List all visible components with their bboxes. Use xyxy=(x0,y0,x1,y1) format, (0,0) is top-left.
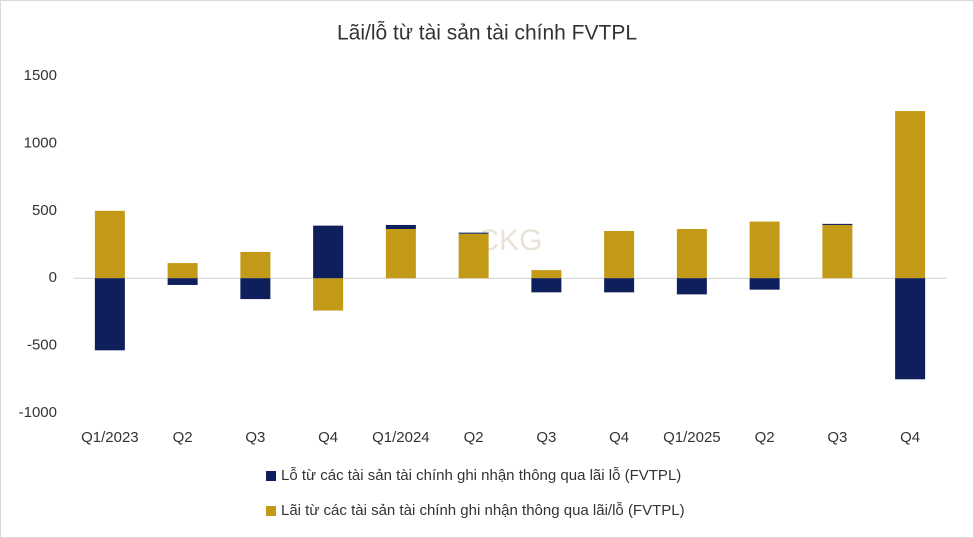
y-tick-label: 500 xyxy=(32,202,57,219)
bar xyxy=(167,263,198,279)
y-tick-label: -1000 xyxy=(19,404,57,421)
x-tick-label: Q1/2025 xyxy=(663,429,721,446)
bar xyxy=(749,278,780,290)
legend-swatch xyxy=(266,471,276,481)
bar xyxy=(822,224,853,279)
bar xyxy=(458,233,489,279)
bar xyxy=(895,111,926,279)
bar xyxy=(895,278,926,380)
legend-label: Lỗ từ các tài sản tài chính ghi nhận thô… xyxy=(281,467,681,484)
y-tick-label: 1000 xyxy=(24,134,57,151)
x-tick-label: Q4 xyxy=(609,429,629,446)
x-tick-label: Q3 xyxy=(827,429,847,446)
x-tick-label: Q3 xyxy=(536,429,556,446)
legend-swatch xyxy=(266,506,276,516)
bar xyxy=(676,228,707,279)
x-tick-label: Q2 xyxy=(173,429,193,446)
y-tick-label: 0 xyxy=(49,269,57,286)
legend-label: Lãi từ các tài sản tài chính ghi nhận th… xyxy=(281,502,685,519)
bar xyxy=(676,278,707,295)
x-tick-label: Q4 xyxy=(318,429,338,446)
x-tick-label: Q1/2023 xyxy=(81,429,139,446)
bar xyxy=(240,278,271,300)
x-tick-label: Q1/2024 xyxy=(372,429,430,446)
chart-title: Lãi/lỗ từ tài sản tài chính FVTPL xyxy=(337,22,637,45)
bar xyxy=(822,223,853,225)
bar xyxy=(240,251,271,279)
bar xyxy=(458,232,489,234)
x-tick-label: Q4 xyxy=(900,429,920,446)
bar xyxy=(385,228,416,279)
bar xyxy=(604,231,635,279)
bar xyxy=(94,210,125,279)
bar xyxy=(313,278,344,311)
bar xyxy=(313,225,344,279)
bar xyxy=(604,278,635,293)
y-tick-label: -500 xyxy=(27,337,57,354)
y-tick-label: 1500 xyxy=(24,67,57,84)
bar xyxy=(531,278,562,293)
bar xyxy=(749,221,780,279)
bar xyxy=(94,278,125,351)
bar xyxy=(167,278,198,285)
x-tick-label: Q3 xyxy=(245,429,265,446)
bar xyxy=(531,270,562,279)
bar xyxy=(385,224,416,229)
x-tick-label: Q2 xyxy=(755,429,775,446)
x-tick-label: Q2 xyxy=(464,429,484,446)
